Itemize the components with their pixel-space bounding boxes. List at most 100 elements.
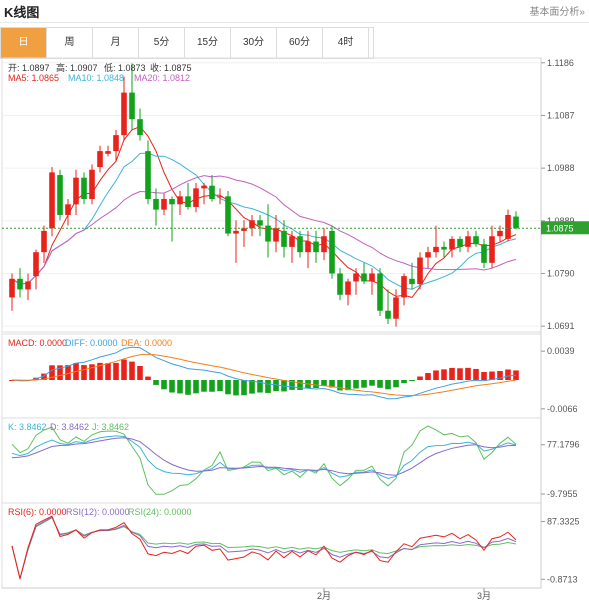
ma5-line — [11, 126, 517, 298]
candle-body — [97, 151, 103, 168]
price-tick-label: 1.1186 — [547, 58, 574, 68]
macd-bar — [225, 380, 231, 395]
candle-body — [209, 185, 215, 199]
kdj-d-label: D: 3.8462 — [50, 422, 90, 432]
candle-body — [265, 225, 271, 242]
tab-day[interactable]: 日 — [1, 28, 47, 58]
tab-30min[interactable]: 30分 — [231, 28, 277, 58]
rsi12-label: RSI(12): 0.0000 — [66, 507, 130, 517]
macd-label: MACD: 0.0000 — [8, 338, 68, 348]
candle-body — [25, 281, 31, 290]
macd-bar — [489, 371, 495, 380]
candle-body — [89, 169, 95, 199]
tab-60min[interactable]: 60分 — [277, 28, 323, 58]
macd-bar — [201, 380, 207, 392]
candle-body — [433, 246, 439, 253]
candle-body — [257, 220, 263, 226]
macd-bar — [161, 380, 167, 390]
price-tick-label: 1.1087 — [547, 110, 575, 120]
macd-bar — [81, 365, 87, 380]
candle-body — [473, 236, 479, 245]
tab-week[interactable]: 周 — [47, 28, 93, 58]
candle-body — [297, 236, 303, 253]
candle-body — [145, 151, 151, 199]
candle-body — [273, 228, 279, 242]
rsi24-line — [11, 517, 517, 581]
tab-4hour[interactable]: 4时 — [323, 28, 369, 58]
ohlc-low: 低: 1.0873 — [104, 63, 146, 73]
ma20-line — [11, 175, 517, 285]
macd-bar — [217, 380, 223, 392]
kdj-d-line — [11, 437, 517, 476]
macd-bar — [145, 376, 151, 380]
candle-body — [217, 196, 223, 198]
candle-body — [193, 188, 199, 207]
diff-line — [11, 346, 517, 400]
tab-15min[interactable]: 15分 — [185, 28, 231, 58]
current-price-label: 1.0875 — [546, 223, 574, 233]
macd-bar — [273, 380, 279, 392]
macd-bar — [433, 370, 439, 380]
macd-bar — [329, 380, 335, 388]
price-tick-label: 1.0790 — [547, 268, 575, 278]
macd-bar — [169, 380, 175, 393]
candle-body — [505, 214, 511, 239]
macd-bar — [249, 380, 255, 394]
candle-body — [65, 204, 71, 215]
macd-bar — [337, 380, 343, 391]
candle-body — [137, 119, 143, 136]
kdj-j-line — [11, 425, 517, 495]
tab-month[interactable]: 月 — [93, 28, 139, 58]
macd-bar — [481, 372, 487, 380]
macd-bar — [121, 359, 127, 380]
macd-bar — [41, 373, 47, 380]
candle-body — [497, 230, 503, 237]
macd-bar — [49, 365, 55, 380]
macd-bar — [385, 380, 391, 390]
rsi24-label: RSI(24): 0.0000 — [128, 507, 192, 517]
ma10-line — [11, 152, 517, 290]
candle-body — [353, 273, 359, 282]
candle-body — [409, 278, 415, 285]
kdj-k-line — [11, 435, 517, 480]
candle-body — [441, 246, 447, 250]
macd-bar — [393, 380, 399, 388]
macd-bar — [369, 380, 375, 386]
candle-body — [73, 177, 79, 205]
ohlc-close: 收: 1.0875 — [150, 63, 192, 73]
macd-bar — [401, 380, 407, 384]
candle-body — [161, 198, 167, 210]
kdj-j-label: J: 3.8462 — [92, 422, 130, 432]
macd-bar — [153, 380, 159, 385]
fundamental-analysis-link[interactable]: 基本面分析» — [529, 7, 585, 18]
macd-bar — [473, 368, 479, 380]
ma10-label: MA10: 1.0848 — [68, 73, 125, 83]
candle-body — [169, 198, 175, 205]
macd-bar — [465, 367, 471, 380]
candle-body — [281, 230, 287, 247]
kdj-tick-label: -9.7955 — [547, 489, 578, 499]
macd-bar — [289, 380, 295, 390]
candle-body — [153, 198, 159, 210]
candle-body — [489, 236, 495, 263]
macd-tick-label: -0.0066 — [547, 404, 578, 414]
header: K线图 基本面分析» — [0, 0, 589, 23]
candle-body — [385, 310, 391, 319]
macd-bar — [97, 362, 103, 380]
date-label: 2月 — [317, 591, 331, 600]
macd-bar — [257, 380, 263, 393]
candle-body — [481, 244, 487, 263]
macd-bar — [409, 380, 415, 381]
candle-body — [289, 236, 295, 247]
macd-tick-label: 0.0039 — [547, 346, 575, 356]
candle-body — [233, 230, 239, 234]
candle-body — [249, 220, 255, 229]
tab-5min[interactable]: 5分 — [139, 28, 185, 58]
macd-bar — [57, 365, 63, 380]
macd-bar — [177, 380, 183, 394]
macd-bar — [89, 364, 95, 380]
macd-bar — [497, 371, 503, 380]
macd-bar — [297, 380, 303, 391]
candle-body — [401, 276, 407, 298]
